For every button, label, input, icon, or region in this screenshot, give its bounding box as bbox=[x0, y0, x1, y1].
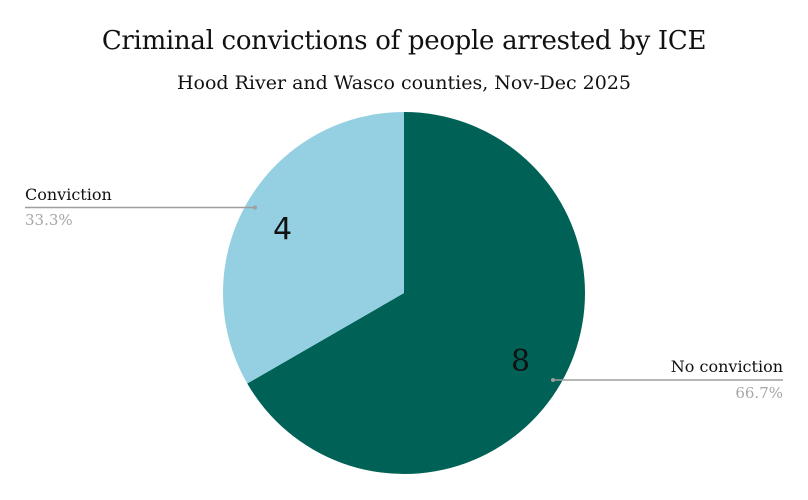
pct-no-conviction: 66.7% bbox=[735, 384, 783, 402]
label-no-conviction: No conviction bbox=[670, 357, 783, 376]
value-no-conviction: 8 bbox=[511, 344, 531, 379]
label-conviction: Conviction bbox=[25, 185, 112, 204]
chart-subtitle: Hood River and Wasco counties, Nov-Dec 2… bbox=[176, 72, 632, 94]
slice-no-conviction[interactable] bbox=[247, 112, 586, 474]
leader-dot-conviction bbox=[253, 205, 257, 210]
leader-dot-no-conviction bbox=[551, 378, 555, 382]
chart-title: Criminal convictions of people arrested … bbox=[101, 26, 707, 56]
value-conviction: 4 bbox=[273, 212, 293, 247]
pct-conviction: 33.3% bbox=[25, 211, 73, 229]
slice-conviction[interactable] bbox=[223, 112, 404, 384]
